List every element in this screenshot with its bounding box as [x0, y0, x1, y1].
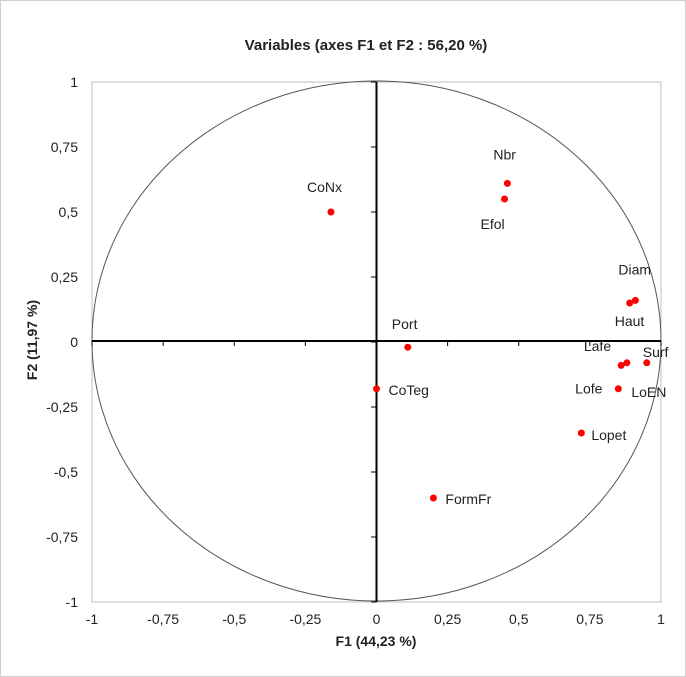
y-tick-label: -0,75: [46, 529, 78, 545]
x-tick-label: -1: [86, 611, 99, 627]
x-tick-label: 1: [657, 611, 665, 627]
point-label: Efol: [481, 216, 505, 232]
data-point: [643, 359, 651, 367]
data-point: [429, 494, 437, 502]
point-label: Port: [392, 316, 418, 332]
data-point: [617, 361, 625, 369]
y-axis-title: F2 (11,97 %): [24, 300, 40, 380]
y-axis-ticks: 1 0,75 0,5 0,25 0 -0,25 -0,5 -0,75 -1: [46, 74, 377, 610]
y-tick-label: 0,25: [51, 269, 78, 285]
point-label: Lafe: [584, 338, 611, 354]
point-label: LoEN: [631, 384, 666, 400]
point-label: CoTeg: [389, 382, 429, 398]
point-label: Nbr: [493, 146, 516, 162]
data-point: [503, 179, 511, 187]
x-tick-label: 0,75: [576, 611, 603, 627]
point-label: Surf: [643, 344, 669, 360]
point-labels: CoNx Nbr Efol Diam Haut Port Surf Lafe Lofe LoEN C…: [307, 146, 669, 507]
y-tick-label: 0: [70, 334, 78, 350]
data-point: [501, 195, 509, 203]
point-label: Diam: [618, 261, 651, 277]
x-tick-label: 0,25: [434, 611, 461, 627]
y-tick-label: -1: [66, 594, 79, 610]
point-label: FormFr: [445, 491, 491, 507]
y-tick-label: 0,75: [51, 139, 78, 155]
data-point: [626, 299, 634, 307]
chart-title: Variables (axes F1 et F2 : 56,20 %): [245, 37, 488, 54]
data-point: [577, 429, 585, 437]
data-points: [327, 179, 651, 502]
y-tick-label: 0,5: [59, 204, 79, 220]
data-point: [631, 296, 639, 304]
x-tick-label: -0,25: [289, 611, 321, 627]
data-point: [404, 343, 412, 351]
point-label: Haut: [615, 313, 645, 329]
y-tick-label: -0,5: [54, 464, 78, 480]
data-point: [623, 359, 631, 367]
point-label: Lofe: [575, 380, 602, 396]
point-label: Lopet: [591, 427, 626, 443]
x-axis-ticks: -1 -0,75 -0,5 -0,25 0 0,25 0,5 0,75 1: [86, 341, 665, 627]
y-tick-label: -0,25: [46, 399, 78, 415]
data-point: [614, 385, 622, 393]
data-point: [327, 208, 335, 216]
y-tick-label: 1: [70, 74, 78, 90]
x-tick-label: -0,5: [222, 611, 246, 627]
x-tick-label: -0,75: [147, 611, 179, 627]
x-tick-label: 0,5: [509, 611, 529, 627]
x-tick-label: 0: [373, 611, 381, 627]
data-point: [373, 385, 380, 393]
point-label: CoNx: [307, 179, 342, 195]
x-axis-title: F1 (44,23 %): [336, 633, 417, 649]
